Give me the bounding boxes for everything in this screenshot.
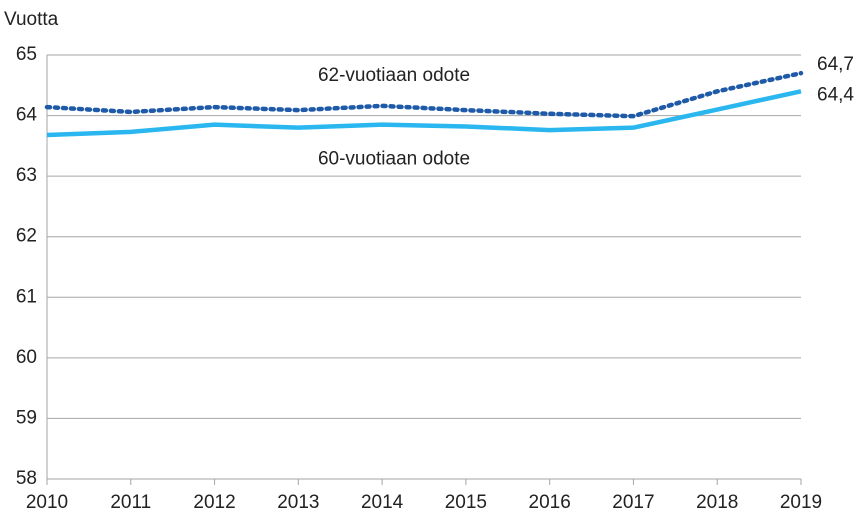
x-tick-label: 2016 bbox=[529, 492, 571, 513]
y-tick-label: 64 bbox=[16, 105, 38, 126]
x-tick-label: 2013 bbox=[277, 492, 319, 513]
x-tick-label: 2017 bbox=[612, 492, 654, 513]
y-tick-label: 63 bbox=[16, 165, 37, 186]
x-tick-label: 2019 bbox=[780, 492, 822, 513]
x-tick-label: 2018 bbox=[696, 492, 738, 513]
y-axis-label: Vuotta bbox=[4, 9, 59, 30]
y-tick-label: 65 bbox=[16, 44, 37, 65]
y-tick-label: 60 bbox=[16, 347, 37, 368]
x-tick-label: 2015 bbox=[445, 492, 487, 513]
series-line bbox=[46, 89, 802, 138]
y-tick-label: 62 bbox=[16, 226, 37, 247]
series-label: 60-vuotiaan odote bbox=[318, 149, 470, 170]
x-tick-label: 2010 bbox=[26, 492, 68, 513]
value-label: 64,4 bbox=[817, 84, 854, 105]
series-label: 62-vuotiaan odote bbox=[318, 65, 470, 86]
y-tick-label: 61 bbox=[16, 286, 37, 307]
value-label: 64,7 bbox=[817, 54, 854, 75]
series-line bbox=[44, 70, 804, 119]
x-tick-label: 2011 bbox=[110, 492, 151, 513]
y-tick-label: 58 bbox=[16, 468, 37, 489]
y-tick-label: 59 bbox=[16, 407, 37, 428]
x-tick-label: 2012 bbox=[193, 492, 235, 513]
x-tick-label: 2014 bbox=[361, 492, 404, 513]
